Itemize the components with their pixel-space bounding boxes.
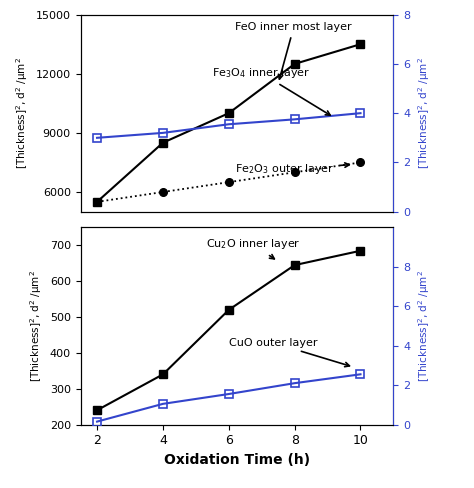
- Text: CuO outer layer: CuO outer layer: [229, 338, 349, 366]
- Text: Cu$_2$O inner layer: Cu$_2$O inner layer: [206, 237, 301, 259]
- Y-axis label: [Thickness]$^2$, d$^2$ /μm$^2$: [Thickness]$^2$, d$^2$ /μm$^2$: [416, 57, 432, 169]
- Text: Fe$_3$O$_4$ inner layer: Fe$_3$O$_4$ inner layer: [212, 66, 330, 115]
- Y-axis label: [Thickness]$^2$, d$^2$ /μm$^2$: [Thickness]$^2$, d$^2$ /μm$^2$: [14, 57, 30, 169]
- Text: FeO inner most layer: FeO inner most layer: [236, 22, 352, 79]
- X-axis label: Oxidation Time (h): Oxidation Time (h): [164, 453, 310, 467]
- Y-axis label: [Thickness]$^2$, d$^2$ /μm$^2$: [Thickness]$^2$, d$^2$ /μm$^2$: [416, 270, 432, 382]
- Text: Fe$_2$O$_3$ outer layer: Fe$_2$O$_3$ outer layer: [236, 163, 349, 176]
- Y-axis label: [Thickness]$^2$, d$^2$ /μm$^2$: [Thickness]$^2$, d$^2$ /μm$^2$: [28, 270, 44, 382]
